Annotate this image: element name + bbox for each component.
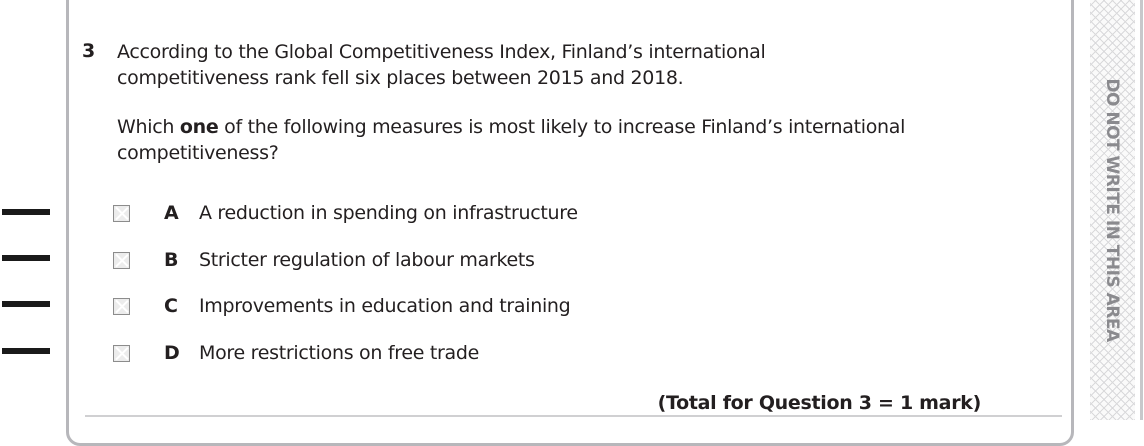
option-letter: C bbox=[164, 295, 178, 317]
answer-checkbox[interactable] bbox=[113, 297, 130, 315]
prompt-text: of the following measures is most likely… bbox=[218, 116, 906, 138]
prompt-emphasis: one bbox=[179, 116, 219, 138]
margin-border bbox=[1140, 0, 1143, 420]
option-text: Improvements in education and training bbox=[199, 295, 571, 317]
stem-line: competitiveness rank fell six places bet… bbox=[117, 67, 684, 89]
divider bbox=[85, 415, 1062, 417]
option-d[interactable]: D More restrictions on free trade bbox=[113, 340, 479, 366]
answer-checkbox[interactable] bbox=[113, 204, 130, 222]
margin-hatch bbox=[1090, 0, 1135, 420]
option-b[interactable]: B Stricter regulation of labour markets bbox=[113, 247, 535, 273]
prompt-line: competitiveness? bbox=[117, 142, 279, 164]
option-letter: B bbox=[164, 249, 179, 271]
question-stem: According to the Global Competitiveness … bbox=[117, 39, 766, 91]
stem-line: According to the Global Competitiveness … bbox=[117, 41, 766, 63]
margin-bar bbox=[2, 209, 50, 215]
question-total: (Total for Question 3 = 1 mark) bbox=[657, 392, 982, 414]
prompt-line: Which one of the following measures is m… bbox=[117, 114, 905, 140]
option-letter: D bbox=[164, 342, 180, 364]
option-letter: A bbox=[164, 202, 179, 224]
margin-bar bbox=[2, 348, 50, 354]
do-not-write-label: DO NOT WRITE IN THIS AREA bbox=[1102, 78, 1122, 342]
option-c[interactable]: C Improvements in education and training bbox=[113, 293, 571, 319]
margin-bar bbox=[2, 255, 50, 261]
margin-bar bbox=[2, 301, 50, 307]
option-text: More restrictions on free trade bbox=[199, 342, 480, 364]
option-text: A reduction in spending on infrastructur… bbox=[199, 202, 578, 224]
question-number: 3 bbox=[82, 40, 96, 62]
prompt-text: Which bbox=[117, 116, 180, 138]
answer-checkbox[interactable] bbox=[113, 251, 130, 269]
question-prompt: Which one of the following measures is m… bbox=[117, 114, 905, 166]
option-text: Stricter regulation of labour markets bbox=[199, 249, 535, 271]
option-a[interactable]: A A reduction in spending on infrastruct… bbox=[113, 200, 578, 226]
answer-checkbox[interactable] bbox=[113, 344, 130, 362]
